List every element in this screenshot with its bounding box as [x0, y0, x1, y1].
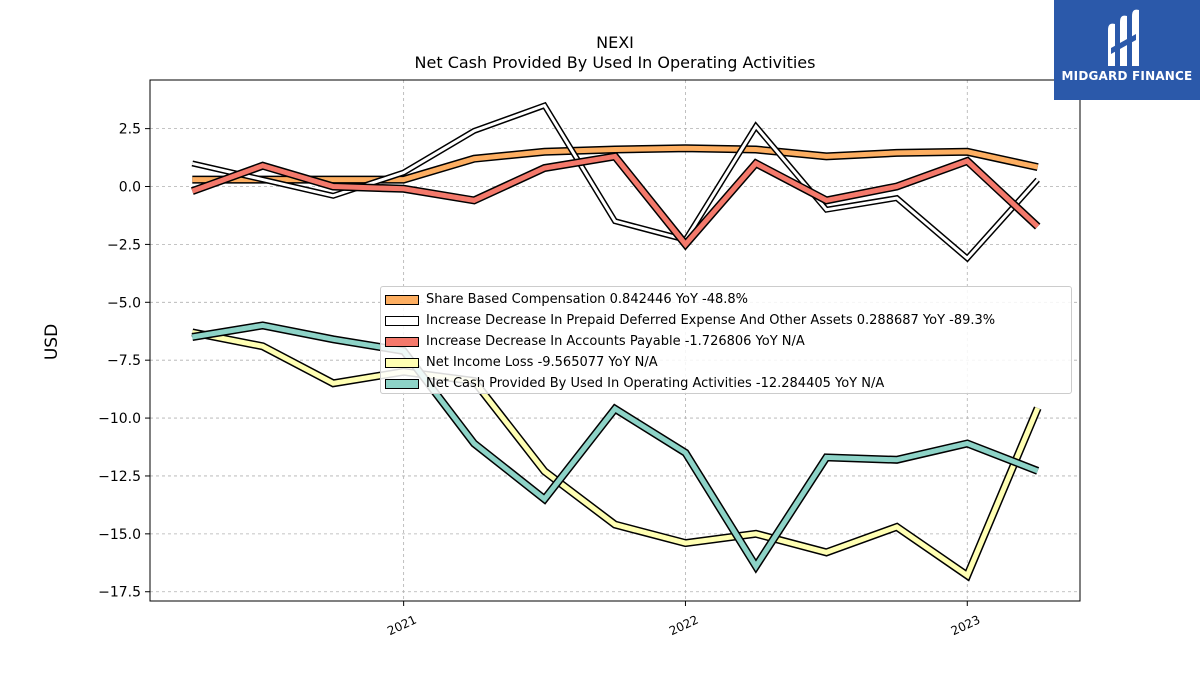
series-outline-2 — [190, 152, 1041, 251]
chart-legend: Share Based Compensation 0.842446 YoY -4… — [380, 286, 1072, 394]
plot-frame — [149, 79, 1081, 602]
legend-item-4: Net Cash Provided By Used In Operating A… — [381, 375, 1071, 395]
chart-title: NEXI — [596, 33, 634, 52]
y-tick-label-3: −5.0 — [107, 295, 141, 311]
legend-swatch-4 — [385, 379, 419, 389]
chart-subtitle: Net Cash Provided By Used In Operating A… — [414, 53, 816, 72]
y-tick-label-5: −10.0 — [98, 411, 141, 427]
series-line-4 — [191, 322, 1039, 571]
legend-item-2: Increase Decrease In Accounts Payable -1… — [381, 333, 1071, 353]
y-tick-label-1: 0.0 — [119, 180, 141, 196]
legend-label-2: Increase Decrease In Accounts Payable -1… — [426, 334, 805, 349]
midgard-logo-icon — [1108, 9, 1139, 67]
y-tick-label-7: −15.0 — [98, 527, 141, 543]
y-axis-label: USD — [42, 323, 62, 361]
series-line-2 — [191, 153, 1040, 249]
y-tick-label-8: −17.5 — [98, 585, 141, 601]
legend-label-1: Increase Decrease In Prepaid Deferred Ex… — [426, 313, 996, 328]
x-tick-label-2: 2023 — [949, 613, 983, 639]
series-line-3 — [191, 329, 1041, 580]
series-line-1 — [191, 103, 1039, 261]
x-tick-label-0: 2021 — [385, 613, 419, 639]
legend-swatch-2 — [385, 337, 419, 347]
y-tick-label-2: −2.5 — [107, 237, 141, 253]
legend-item-3: Net Income Loss -9.565077 YoY N/A — [381, 354, 1071, 374]
legend-item-0: Share Based Compensation 0.842446 YoY -4… — [381, 291, 1071, 311]
x-tick-label-1: 2022 — [667, 613, 701, 639]
legend-swatch-0 — [385, 295, 419, 305]
y-tick-label-0: 2.5 — [119, 122, 141, 138]
logo-text: MIDGARD FINANCE — [1061, 69, 1193, 83]
legend-label-4: Net Cash Provided By Used In Operating A… — [426, 376, 885, 391]
legend-swatch-3 — [385, 358, 419, 368]
legend-label-0: Share Based Compensation 0.842446 YoY -4… — [426, 292, 749, 307]
series-line-0 — [192, 145, 1039, 183]
legend-label-3: Net Income Loss -9.565077 YoY N/A — [426, 355, 658, 370]
y-tick-label-6: −12.5 — [98, 469, 141, 485]
midgard-finance-logo: MIDGARD FINANCE — [1054, 0, 1200, 100]
y-tick-label-4: −7.5 — [107, 353, 141, 369]
legend-item-1: Increase Decrease In Prepaid Deferred Ex… — [381, 312, 1071, 332]
legend-swatch-1 — [385, 316, 419, 326]
